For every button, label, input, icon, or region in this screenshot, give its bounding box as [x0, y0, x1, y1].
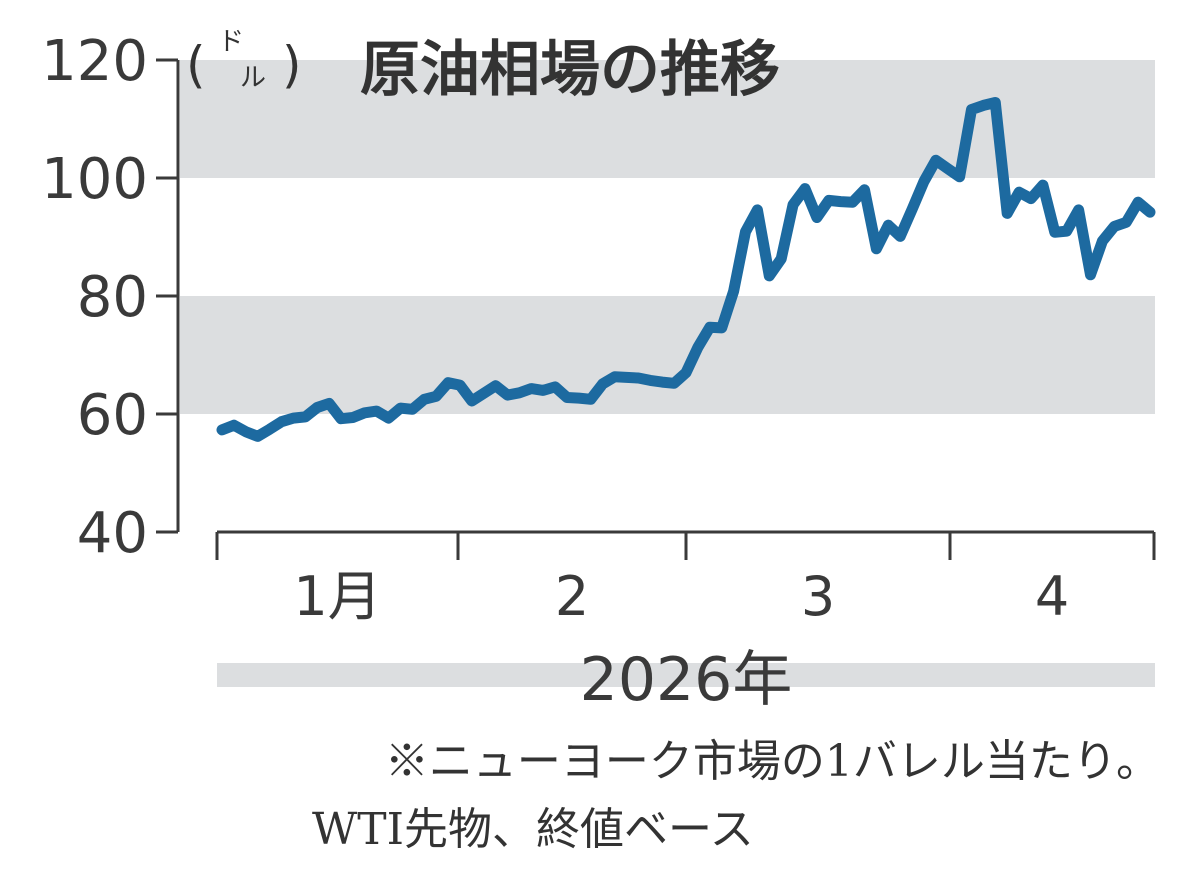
- y-tick-labels: 120 100 80 60 40: [41, 29, 178, 566]
- y-tick-label: 40: [77, 501, 148, 566]
- wti-price-line: [216, 97, 1156, 442]
- note-line-2: WTI先物、終値ベース: [312, 804, 754, 855]
- background-bands: [180, 60, 1155, 414]
- x-month-label: 1月: [293, 565, 381, 628]
- svg-text:): ): [282, 36, 302, 94]
- year-band: [217, 663, 1155, 687]
- x-month-label: 4: [1035, 565, 1069, 628]
- y-tick-label: 60: [77, 383, 148, 448]
- note-line-1: ※ニューヨーク市場の1バレル当たり。: [384, 736, 1160, 787]
- svg-text:ル: ル: [240, 63, 266, 93]
- y-tick-label: 80: [77, 265, 148, 330]
- unit-label: ( ド ル ): [186, 27, 302, 94]
- svg-text:(: (: [186, 36, 206, 94]
- band-60-80: [180, 296, 1155, 414]
- svg-text:ド: ド: [218, 27, 244, 57]
- x-month-label: 2: [555, 565, 589, 628]
- x-month-labels: 1月 2 3 4: [215, 532, 1156, 628]
- y-tick-label: 100: [41, 147, 148, 212]
- x-month-label: 3: [801, 565, 835, 628]
- year-label: 2026年: [580, 645, 793, 715]
- y-tick-label: 120: [41, 29, 148, 94]
- chart-title: 原油相場の推移: [360, 35, 780, 105]
